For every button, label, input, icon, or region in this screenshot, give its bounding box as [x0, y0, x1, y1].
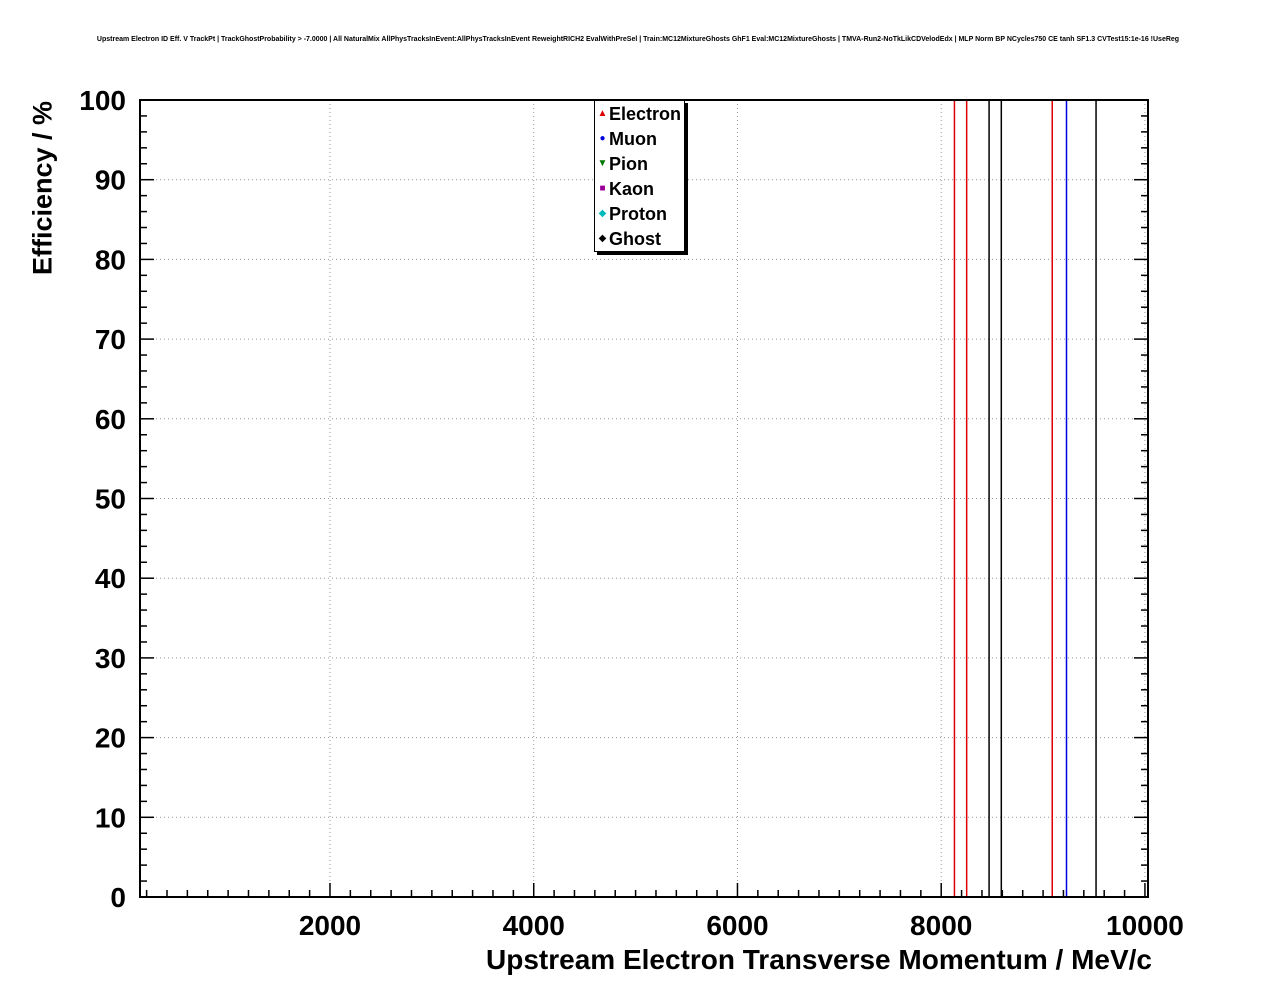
legend-label: Muon: [609, 128, 657, 149]
x-tick-label: 10000: [1106, 910, 1184, 941]
legend-item-muon: ● Muon: [595, 126, 684, 151]
y-tick-label: 10: [95, 802, 126, 833]
y-tick-label: 20: [95, 723, 126, 754]
y-tick-label: 100: [79, 85, 126, 116]
y-tick-label: 60: [95, 404, 126, 435]
y-tick-label: 30: [95, 643, 126, 674]
y-tick-label: 80: [95, 244, 126, 275]
legend-label: Pion: [609, 153, 648, 174]
diamond-marker-icon: ◆: [598, 232, 607, 244]
y-tick-label: 0: [110, 882, 126, 913]
legend-item-pion: ▼ Pion: [595, 151, 684, 176]
x-tick-label: 4000: [503, 910, 565, 941]
square-marker-icon: ■: [599, 182, 606, 194]
legend-label: Proton: [609, 203, 667, 224]
y-tick-label: 50: [95, 484, 126, 515]
x-tick-label: 2000: [299, 910, 361, 941]
legend-item-electron: ▲ Electron: [595, 101, 684, 126]
diamond-marker-icon: ◆: [598, 207, 607, 219]
y-tick-label: 70: [95, 324, 126, 355]
legend-item-kaon: ■ Kaon: [595, 176, 684, 201]
x-tick-label: 6000: [706, 910, 768, 941]
x-tick-label: 8000: [910, 910, 972, 941]
circle-marker-icon: ●: [599, 132, 606, 144]
plot-title: Upstream Electron ID Eff. V TrackPt | Tr…: [96, 36, 1180, 43]
triangle-down-marker-icon: ▼: [597, 157, 608, 169]
legend-label: Kaon: [609, 178, 654, 199]
x-axis-title: Upstream Electron Transverse Momentum / …: [486, 944, 1152, 975]
legend-label: Ghost: [609, 228, 661, 249]
triangle-up-marker-icon: ▲: [597, 107, 608, 119]
legend-label: Electron: [609, 103, 682, 124]
legend-item-ghost: ◆ Ghost: [595, 226, 684, 251]
legend-item-proton: ◆ Proton: [595, 201, 684, 226]
legend: ▲ Electron ● Muon ▼ Pion ■ Kaon ◆ Proton ◆ Ghost: [594, 100, 685, 252]
y-tick-label: 40: [95, 563, 126, 594]
y-tick-label: 90: [95, 165, 126, 196]
